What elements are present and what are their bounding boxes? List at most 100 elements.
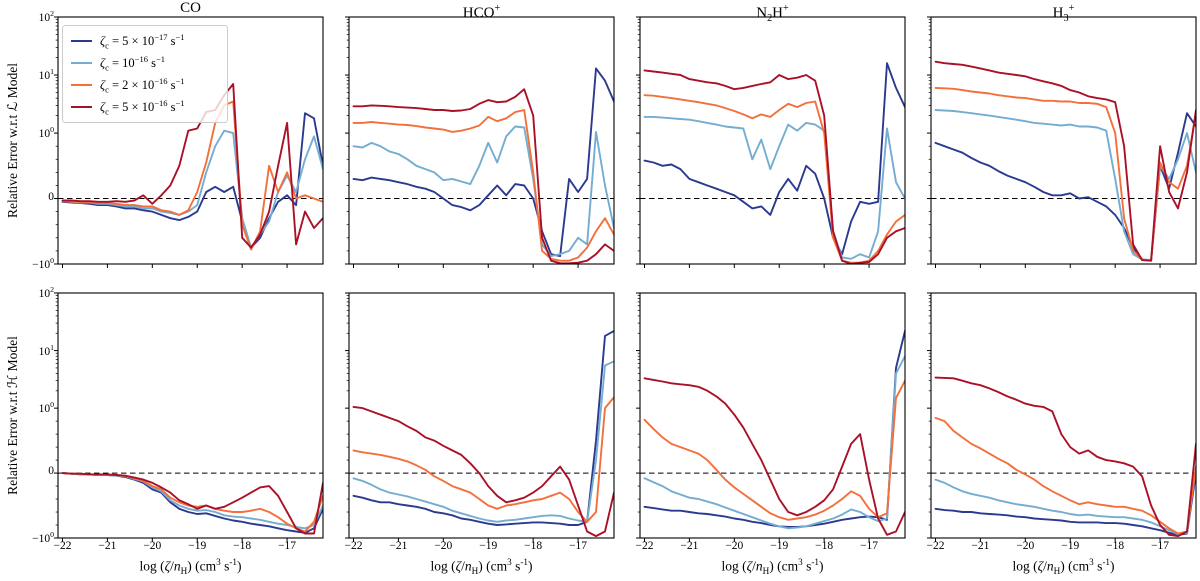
plot-frame (639, 16, 906, 265)
legend-line-swatch (71, 61, 92, 65)
series-line-4 (643, 377, 906, 536)
legend-label: ζc = 2 × 10−16 s−1 (100, 75, 185, 95)
series-line-4 (61, 472, 324, 535)
axis-ticks (54, 292, 288, 542)
x-tick-label: −17 (569, 540, 588, 552)
plot-canvas (927, 16, 1197, 268)
y-tick-label: 100 (38, 125, 54, 140)
plot-h3+-bottom (889, 285, 1200, 553)
plot-canvas (927, 292, 1197, 542)
plot-hco+-bottom (307, 285, 624, 553)
axis-ticks (345, 292, 579, 542)
y-tick-label: 0 (48, 465, 54, 478)
x-tick-label: −18 (233, 540, 252, 552)
legend-item-zeta-2e-16: ζc = 2 × 10−16 s−1 (71, 74, 219, 96)
x-tick-label: −17 (278, 540, 297, 552)
y-tick-label: −100 (32, 256, 54, 271)
plot-hco+-top (307, 9, 624, 279)
plot-canvas (345, 292, 615, 542)
x-tick-label: −19 (188, 540, 207, 552)
series-line-3 (934, 416, 1197, 535)
series-line-2 (61, 129, 324, 249)
x-tick-label: −18 (524, 540, 543, 552)
series-line-4 (61, 83, 324, 249)
panel-title-h3+: H3+ (1052, 3, 1075, 24)
legend-item-zeta-5e-16: ζc = 5 × 10−16 s−1 (71, 96, 219, 118)
x-tick-label: −20 (725, 540, 744, 552)
axis-ticks (927, 292, 1161, 542)
x-tick-label: −22 (53, 540, 72, 552)
axis-ticks (636, 16, 870, 268)
series-line-2 (934, 465, 1197, 536)
axis-ticks (345, 16, 579, 268)
y-tick-label: 0 (48, 190, 54, 203)
x-tick-label: −22 (344, 540, 363, 552)
plot-n2h+-bottom (598, 285, 915, 553)
series-line-1 (643, 329, 906, 528)
series-line-1 (643, 62, 906, 256)
x-tick-label: −18 (1106, 540, 1125, 552)
series-line-2 (352, 125, 615, 258)
legend-item-zeta-5e-17: ζc = 5 × 10−17 s−1 (71, 30, 219, 52)
plot-n2h+-top (598, 9, 915, 279)
series-line-4 (934, 60, 1197, 262)
series-line-3 (643, 94, 906, 264)
series-line-2 (643, 115, 906, 260)
series-line-3 (61, 100, 324, 251)
x-tick-label: −17 (1151, 540, 1170, 552)
legend: ζc = 5 × 10−17 s−1 ζc = 10−16 s−1 ζc = 2… (62, 25, 228, 123)
plot-canvas (54, 292, 324, 542)
plot-frame (57, 292, 324, 539)
series-line-3 (643, 379, 906, 521)
series-line-2 (61, 472, 324, 530)
y-tick-label: 101 (38, 342, 54, 358)
x-axis-label-col2: log (ζ/nH) (cm3 s-1) (430, 557, 533, 577)
x-tick-label: −20 (1016, 540, 1035, 552)
legend-label: ζc = 5 × 10−16 s−1 (100, 97, 185, 117)
series-line-4 (352, 88, 615, 265)
plot-frame (930, 292, 1197, 539)
y-tick-label: 102 (38, 285, 54, 300)
x-tick-label: −21 (98, 540, 117, 552)
series-line-4 (643, 69, 906, 265)
series-line-4 (352, 405, 615, 538)
legend-line-swatch (71, 105, 92, 109)
panel-title-n2h+: N2H+ (756, 3, 789, 24)
x-tick-label: −19 (479, 540, 498, 552)
legend-label: ζc = 5 × 10−17 s−1 (100, 31, 185, 51)
x-tick-label: −21 (971, 540, 990, 552)
x-tick-label: −20 (143, 540, 162, 552)
x-tick-label: −21 (680, 540, 699, 552)
plot-frame (930, 16, 1197, 265)
x-tick-label: −20 (434, 540, 453, 552)
x-tick-label: −21 (389, 540, 408, 552)
series-line-1 (352, 329, 615, 526)
series-line-3 (61, 472, 324, 533)
plot-canvas (636, 292, 906, 542)
x-axis-label-col3: log (ζ/nH) (cm3 s-1) (721, 557, 824, 577)
legend-item-zeta-1e-16: ζc = 10−16 s−1 (71, 52, 219, 74)
legend-label: ζc = 10−16 s−1 (100, 53, 165, 73)
x-tick-label: −18 (815, 540, 834, 552)
x-tick-label: −17 (860, 540, 879, 552)
series-line-1 (61, 112, 324, 249)
plot-frame (348, 16, 615, 265)
plot-frame (639, 292, 906, 539)
plot-frame (348, 292, 615, 539)
x-tick-label: −19 (770, 540, 789, 552)
x-axis-label-col1: log (ζ/nH) (cm3 s-1) (139, 557, 242, 577)
plot-canvas (345, 16, 615, 268)
series-line-3 (352, 396, 615, 523)
series-line-1 (352, 67, 615, 258)
y-tick-label: 100 (38, 400, 54, 415)
series-line-2 (352, 360, 615, 523)
series-line-4 (934, 376, 1197, 538)
y-tick-label: 101 (38, 67, 54, 82)
y-tick-label: −100 (32, 530, 54, 545)
plot-frame (57, 16, 324, 265)
plot-canvas (636, 16, 906, 268)
x-tick-label: −22 (635, 540, 654, 552)
panel-title-co: CO (180, 0, 201, 16)
series-line-2 (643, 355, 906, 530)
plot-co-bottom (16, 285, 333, 553)
